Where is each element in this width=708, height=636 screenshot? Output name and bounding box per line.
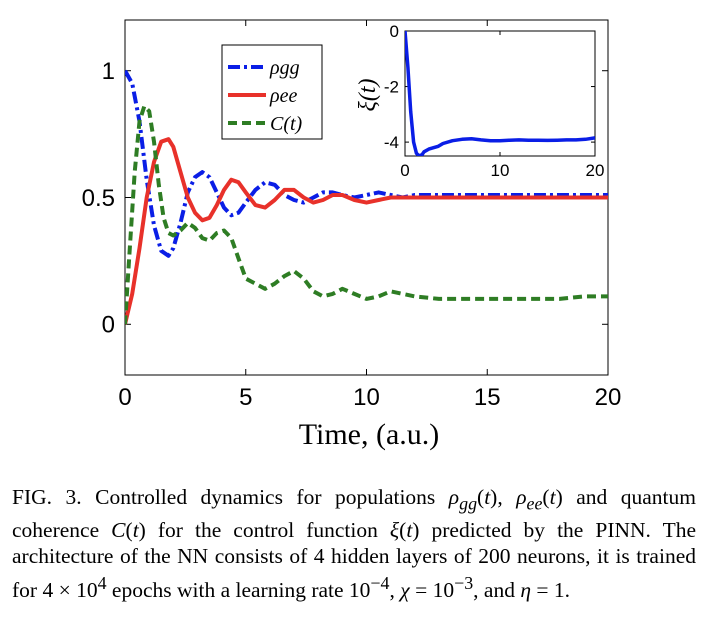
legend-label: C(t) (270, 113, 303, 135)
legend-box (221, 44, 323, 140)
inset-y-axis-label: ξ(t) (355, 79, 381, 112)
y-tick-label: 1 (102, 58, 115, 85)
legend: ρgg ρee C(t) (221, 44, 323, 140)
legend-label: ρee (269, 85, 297, 107)
x-tick-label: 10 (491, 161, 510, 180)
caption-label: FIG. 3. (12, 485, 82, 509)
plot-frame (404, 30, 596, 157)
figure-caption: FIG. 3. Controlled dynamics for populati… (12, 484, 696, 603)
x-tick-label: 20 (586, 161, 605, 180)
caption-body: Controlled dynamics for populations ρgg(… (12, 485, 696, 602)
y-tick-label: -2 (384, 78, 399, 97)
x-axis-label: Time, (a.u.) (299, 418, 440, 451)
x-tick-label: 10 (353, 384, 380, 411)
legend-label: ρgg (269, 57, 300, 79)
x-tick-label: 5 (239, 384, 252, 411)
y-tick-label: -4 (384, 133, 399, 152)
x-tick-label: 0 (118, 384, 131, 411)
series-line-2 (125, 104, 608, 325)
series-line-1 (125, 137, 608, 325)
y-tick-label: 0.5 (82, 185, 115, 212)
x-tick-label: 15 (474, 384, 501, 411)
series-line-0 (125, 69, 608, 258)
y-tick-label: 0 (102, 312, 115, 339)
x-tick-label: 20 (595, 384, 622, 411)
y-tick-label: 0 (390, 22, 399, 41)
x-tick-label: 0 (400, 161, 409, 180)
series-line-0 (405, 31, 595, 156)
inset-plot: 0 10 20 0 -2 -4 ξ(t) (355, 22, 604, 180)
